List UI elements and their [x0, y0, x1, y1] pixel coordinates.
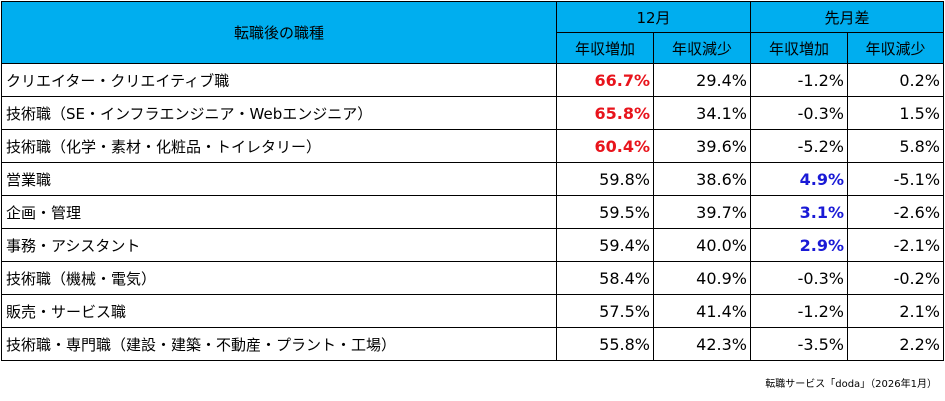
- decrease-value: 42.3%: [653, 327, 751, 361]
- diff-decrease-value: -2.6%: [846, 195, 945, 229]
- decrease-value: 41.4%: [653, 294, 751, 328]
- header-job-type: 転職後の職種: [1, 1, 557, 64]
- diff-decrease-value: 0.2%: [846, 63, 945, 97]
- diff-decrease-value: 5.8%: [846, 129, 945, 163]
- job-label: 技術職（化学・素材・化粧品・トイレタリー）: [1, 129, 557, 163]
- increase-value: 59.5%: [556, 195, 654, 229]
- table-row: 事務・アシスタント 59.4% 40.0% 2.9% -2.1%: [1, 228, 945, 262]
- diff-decrease-value: -2.1%: [846, 228, 945, 262]
- increase-value: 58.4%: [556, 261, 654, 295]
- increase-value: 59.4%: [556, 228, 654, 262]
- diff-decrease-value: 1.5%: [846, 96, 945, 130]
- source-note: 転職サービス「doda」（2026年1月）: [765, 379, 937, 390]
- header-month-increase: 年収増加: [556, 32, 654, 64]
- header-month-group: 12月: [556, 1, 751, 33]
- diff-increase-value: -3.5%: [750, 327, 848, 361]
- job-type-income-table: 転職後の職種 12月 先月差 年収増加 年収減少 年収増加 年収減少 クリエイタ…: [1, 1, 945, 361]
- diff-decrease-value: -0.2%: [846, 261, 945, 295]
- table-row: クリエイター・クリエイティブ職 66.7% 29.4% -1.2% 0.2%: [1, 63, 945, 97]
- job-label: 事務・アシスタント: [1, 228, 557, 262]
- decrease-value: 38.6%: [653, 162, 751, 196]
- decrease-value: 34.1%: [653, 96, 751, 130]
- decrease-value: 40.9%: [653, 261, 751, 295]
- table-row: 技術職（SE・インフラエンジニア・Webエンジニア） 65.8% 34.1% -…: [1, 96, 945, 130]
- decrease-value: 39.6%: [653, 129, 751, 163]
- job-label: 技術職（機械・電気）: [1, 261, 557, 295]
- job-label: 技術職・専門職（建設・建築・不動産・プラント・工場）: [1, 327, 557, 361]
- diff-increase-value: -0.3%: [750, 96, 848, 130]
- decrease-value: 40.0%: [653, 228, 751, 262]
- diff-increase-value: 3.1%: [750, 195, 848, 229]
- diff-increase-value: -1.2%: [750, 294, 848, 328]
- job-label: クリエイター・クリエイティブ職: [1, 63, 557, 97]
- diff-decrease-value: -5.1%: [846, 162, 945, 196]
- diff-decrease-value: 2.1%: [846, 294, 945, 328]
- job-label: 販売・サービス職: [1, 294, 557, 328]
- increase-value: 66.7%: [556, 63, 654, 97]
- table-row: 企画・管理 59.5% 39.7% 3.1% -2.6%: [1, 195, 945, 229]
- decrease-value: 39.7%: [653, 195, 751, 229]
- increase-value: 59.8%: [556, 162, 654, 196]
- header-diff-decrease: 年収減少: [846, 32, 945, 64]
- job-label: 技術職（SE・インフラエンジニア・Webエンジニア）: [1, 96, 557, 130]
- increase-value: 55.8%: [556, 327, 654, 361]
- diff-increase-value: -1.2%: [750, 63, 848, 97]
- diff-increase-value: 4.9%: [750, 162, 848, 196]
- increase-value: 57.5%: [556, 294, 654, 328]
- diff-decrease-value: 2.2%: [846, 327, 945, 361]
- diff-increase-value: -0.3%: [750, 261, 848, 295]
- diff-increase-value: -5.2%: [750, 129, 848, 163]
- job-label: 営業職: [1, 162, 557, 196]
- header-diff-increase: 年収増加: [750, 32, 848, 64]
- header-month-decrease: 年収減少: [653, 32, 751, 64]
- increase-value: 65.8%: [556, 96, 654, 130]
- table-row: 技術職・専門職（建設・建築・不動産・プラント・工場） 55.8% 42.3% -…: [1, 327, 945, 361]
- increase-value: 60.4%: [556, 129, 654, 163]
- table-row: 営業職 59.8% 38.6% 4.9% -5.1%: [1, 162, 945, 196]
- diff-increase-value: 2.9%: [750, 228, 848, 262]
- table-row: 技術職（化学・素材・化粧品・トイレタリー） 60.4% 39.6% -5.2% …: [1, 129, 945, 163]
- decrease-value: 29.4%: [653, 63, 751, 97]
- table-row: 技術職（機械・電気） 58.4% 40.9% -0.3% -0.2%: [1, 261, 945, 295]
- header-diff-group: 先月差: [749, 1, 945, 33]
- table-row: 販売・サービス職 57.5% 41.4% -1.2% 2.1%: [1, 294, 945, 328]
- job-label: 企画・管理: [1, 195, 557, 229]
